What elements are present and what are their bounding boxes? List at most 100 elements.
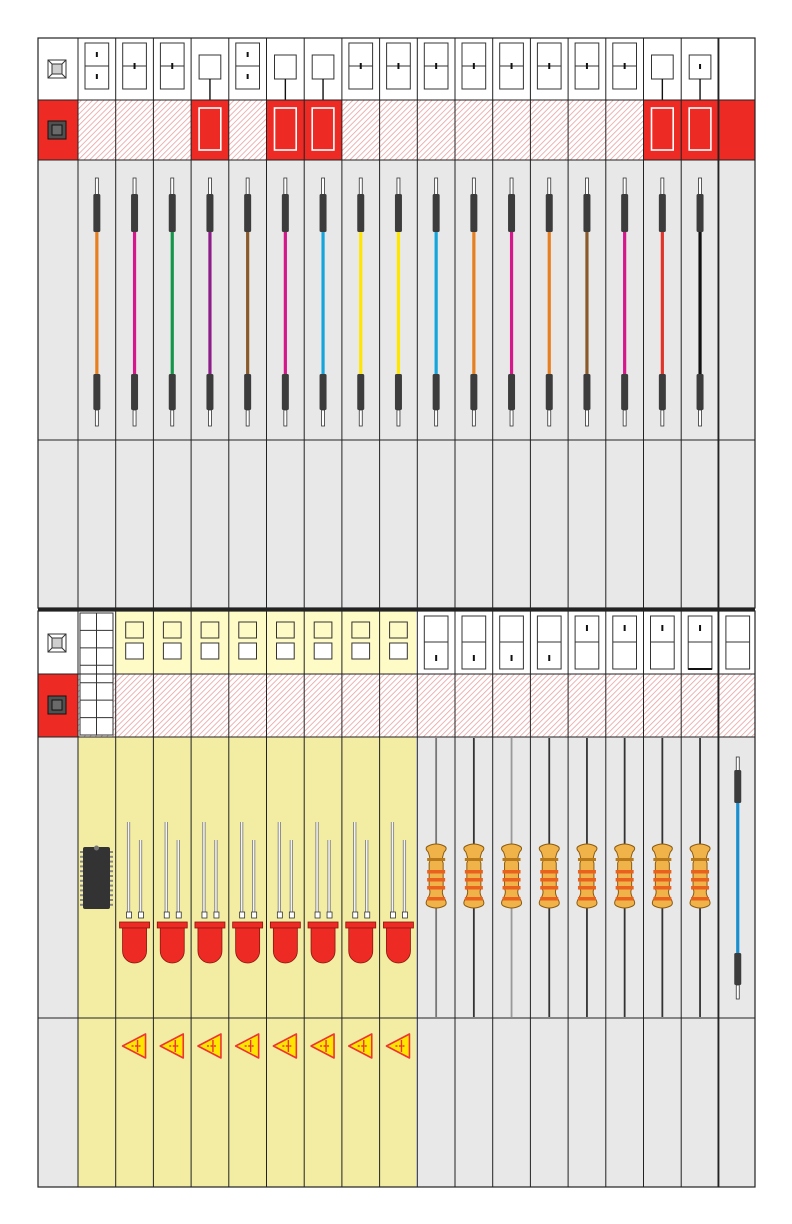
resistor[interactable] bbox=[651, 738, 673, 1017]
jumper-wire[interactable] bbox=[432, 177, 440, 427]
red-led[interactable] bbox=[383, 822, 414, 964]
jumper-wire[interactable] bbox=[696, 177, 704, 427]
led-tag[interactable] bbox=[200, 621, 220, 660]
led-column-3[interactable] bbox=[194, 621, 226, 1059]
top-column-17[interactable] bbox=[681, 54, 719, 427]
slot-label[interactable] bbox=[423, 615, 449, 670]
slot-label[interactable] bbox=[198, 54, 222, 112]
jumper-wire[interactable] bbox=[394, 177, 402, 427]
slot-label[interactable] bbox=[499, 42, 524, 90]
jumper-wire[interactable] bbox=[168, 177, 176, 427]
status-slot[interactable] bbox=[311, 107, 335, 151]
led-tag[interactable] bbox=[276, 621, 295, 660]
resistor-column-3[interactable] bbox=[499, 615, 524, 1017]
slot-label[interactable] bbox=[536, 615, 562, 670]
red-led[interactable] bbox=[307, 822, 339, 964]
led-column-1[interactable] bbox=[119, 621, 150, 1059]
top-column-2[interactable] bbox=[122, 42, 147, 427]
red-led[interactable] bbox=[156, 822, 188, 964]
slot-label[interactable] bbox=[650, 615, 675, 670]
led-tag[interactable] bbox=[125, 621, 144, 660]
status-slot[interactable] bbox=[273, 107, 298, 151]
top-column-12[interactable] bbox=[499, 42, 524, 427]
top-column-11[interactable] bbox=[461, 42, 487, 427]
top-column-1[interactable] bbox=[84, 42, 110, 427]
led-column-2[interactable] bbox=[156, 621, 188, 1059]
chip-icon[interactable] bbox=[47, 120, 67, 140]
jumper-wire[interactable] bbox=[319, 177, 327, 427]
top-column-10[interactable] bbox=[423, 42, 449, 427]
top-column-9[interactable] bbox=[386, 42, 411, 427]
jumper-wire[interactable] bbox=[244, 177, 252, 427]
slot-label[interactable] bbox=[122, 42, 147, 90]
ic-chip[interactable] bbox=[80, 845, 113, 910]
jumper-wire[interactable] bbox=[131, 177, 139, 427]
slot-label[interactable] bbox=[574, 42, 600, 90]
status-slot[interactable] bbox=[650, 107, 675, 151]
jumper-wire[interactable] bbox=[734, 756, 742, 1000]
red-led[interactable] bbox=[269, 822, 301, 964]
slot-label[interactable] bbox=[423, 42, 449, 90]
jumper-wire[interactable] bbox=[508, 177, 516, 427]
jumper-wire[interactable] bbox=[583, 177, 591, 427]
slot-label[interactable] bbox=[386, 42, 411, 90]
slot-label[interactable] bbox=[348, 42, 374, 90]
resistor-column-7[interactable] bbox=[650, 615, 675, 1017]
status-slot[interactable] bbox=[688, 107, 712, 151]
jumper-wire[interactable] bbox=[470, 177, 478, 427]
led-tag[interactable] bbox=[162, 621, 182, 660]
led-column-6[interactable] bbox=[307, 621, 339, 1059]
jumper-wire[interactable] bbox=[357, 177, 365, 427]
jumper-wire-column[interactable] bbox=[725, 615, 751, 1000]
top-column-7[interactable] bbox=[304, 54, 342, 427]
top-column-3[interactable] bbox=[159, 42, 185, 427]
top-column-4[interactable] bbox=[191, 54, 229, 427]
top-column-15[interactable] bbox=[612, 42, 637, 427]
jumper-wire[interactable] bbox=[281, 177, 289, 427]
led-tag[interactable] bbox=[351, 621, 371, 660]
slot-label[interactable] bbox=[725, 615, 751, 670]
slot-label[interactable] bbox=[311, 54, 335, 112]
slot-label[interactable] bbox=[159, 42, 185, 90]
slot-label[interactable] bbox=[274, 54, 297, 112]
slot-label[interactable] bbox=[687, 615, 713, 670]
slot-label[interactable] bbox=[84, 42, 110, 90]
led-column-8[interactable] bbox=[383, 621, 414, 1059]
red-led[interactable] bbox=[232, 822, 264, 964]
red-led[interactable] bbox=[194, 822, 226, 964]
top-column-5[interactable] bbox=[235, 42, 261, 427]
slot-label[interactable] bbox=[499, 615, 524, 670]
slot-label[interactable] bbox=[235, 42, 261, 90]
chip-icon[interactable] bbox=[47, 695, 67, 715]
red-led[interactable] bbox=[345, 822, 377, 964]
jumper-wire[interactable] bbox=[206, 177, 214, 427]
top-column-16[interactable] bbox=[643, 54, 682, 427]
slot-label[interactable] bbox=[612, 615, 637, 670]
led-tag[interactable] bbox=[389, 621, 408, 660]
led-column-4[interactable] bbox=[232, 621, 264, 1059]
bin-icon[interactable] bbox=[47, 633, 67, 653]
led-column-7[interactable] bbox=[345, 621, 377, 1059]
top-column-14[interactable] bbox=[574, 42, 600, 427]
resistor[interactable] bbox=[501, 738, 523, 1017]
jumper-wire[interactable] bbox=[621, 177, 629, 427]
top-column-13[interactable] bbox=[536, 42, 562, 427]
resistor-column-5[interactable] bbox=[574, 615, 600, 1017]
slot-label[interactable] bbox=[461, 42, 487, 90]
resistor[interactable] bbox=[538, 738, 560, 1017]
resistor-column-1[interactable] bbox=[423, 615, 449, 1017]
jumper-wire[interactable] bbox=[658, 177, 666, 427]
slot-label[interactable] bbox=[612, 42, 637, 90]
resistor[interactable] bbox=[689, 738, 711, 1017]
top-column-8[interactable] bbox=[348, 42, 374, 427]
led-tag[interactable] bbox=[313, 621, 333, 660]
resistor[interactable] bbox=[576, 738, 598, 1017]
status-slot[interactable] bbox=[198, 107, 222, 151]
resistor[interactable] bbox=[425, 738, 447, 1017]
resistor-column-4[interactable] bbox=[536, 615, 562, 1017]
resistor-column-8[interactable] bbox=[687, 615, 713, 1017]
resistor-column-6[interactable] bbox=[612, 615, 637, 1017]
jumper-wire[interactable] bbox=[93, 177, 101, 427]
slot-label[interactable] bbox=[574, 615, 600, 670]
jumper-wire[interactable] bbox=[545, 177, 553, 427]
